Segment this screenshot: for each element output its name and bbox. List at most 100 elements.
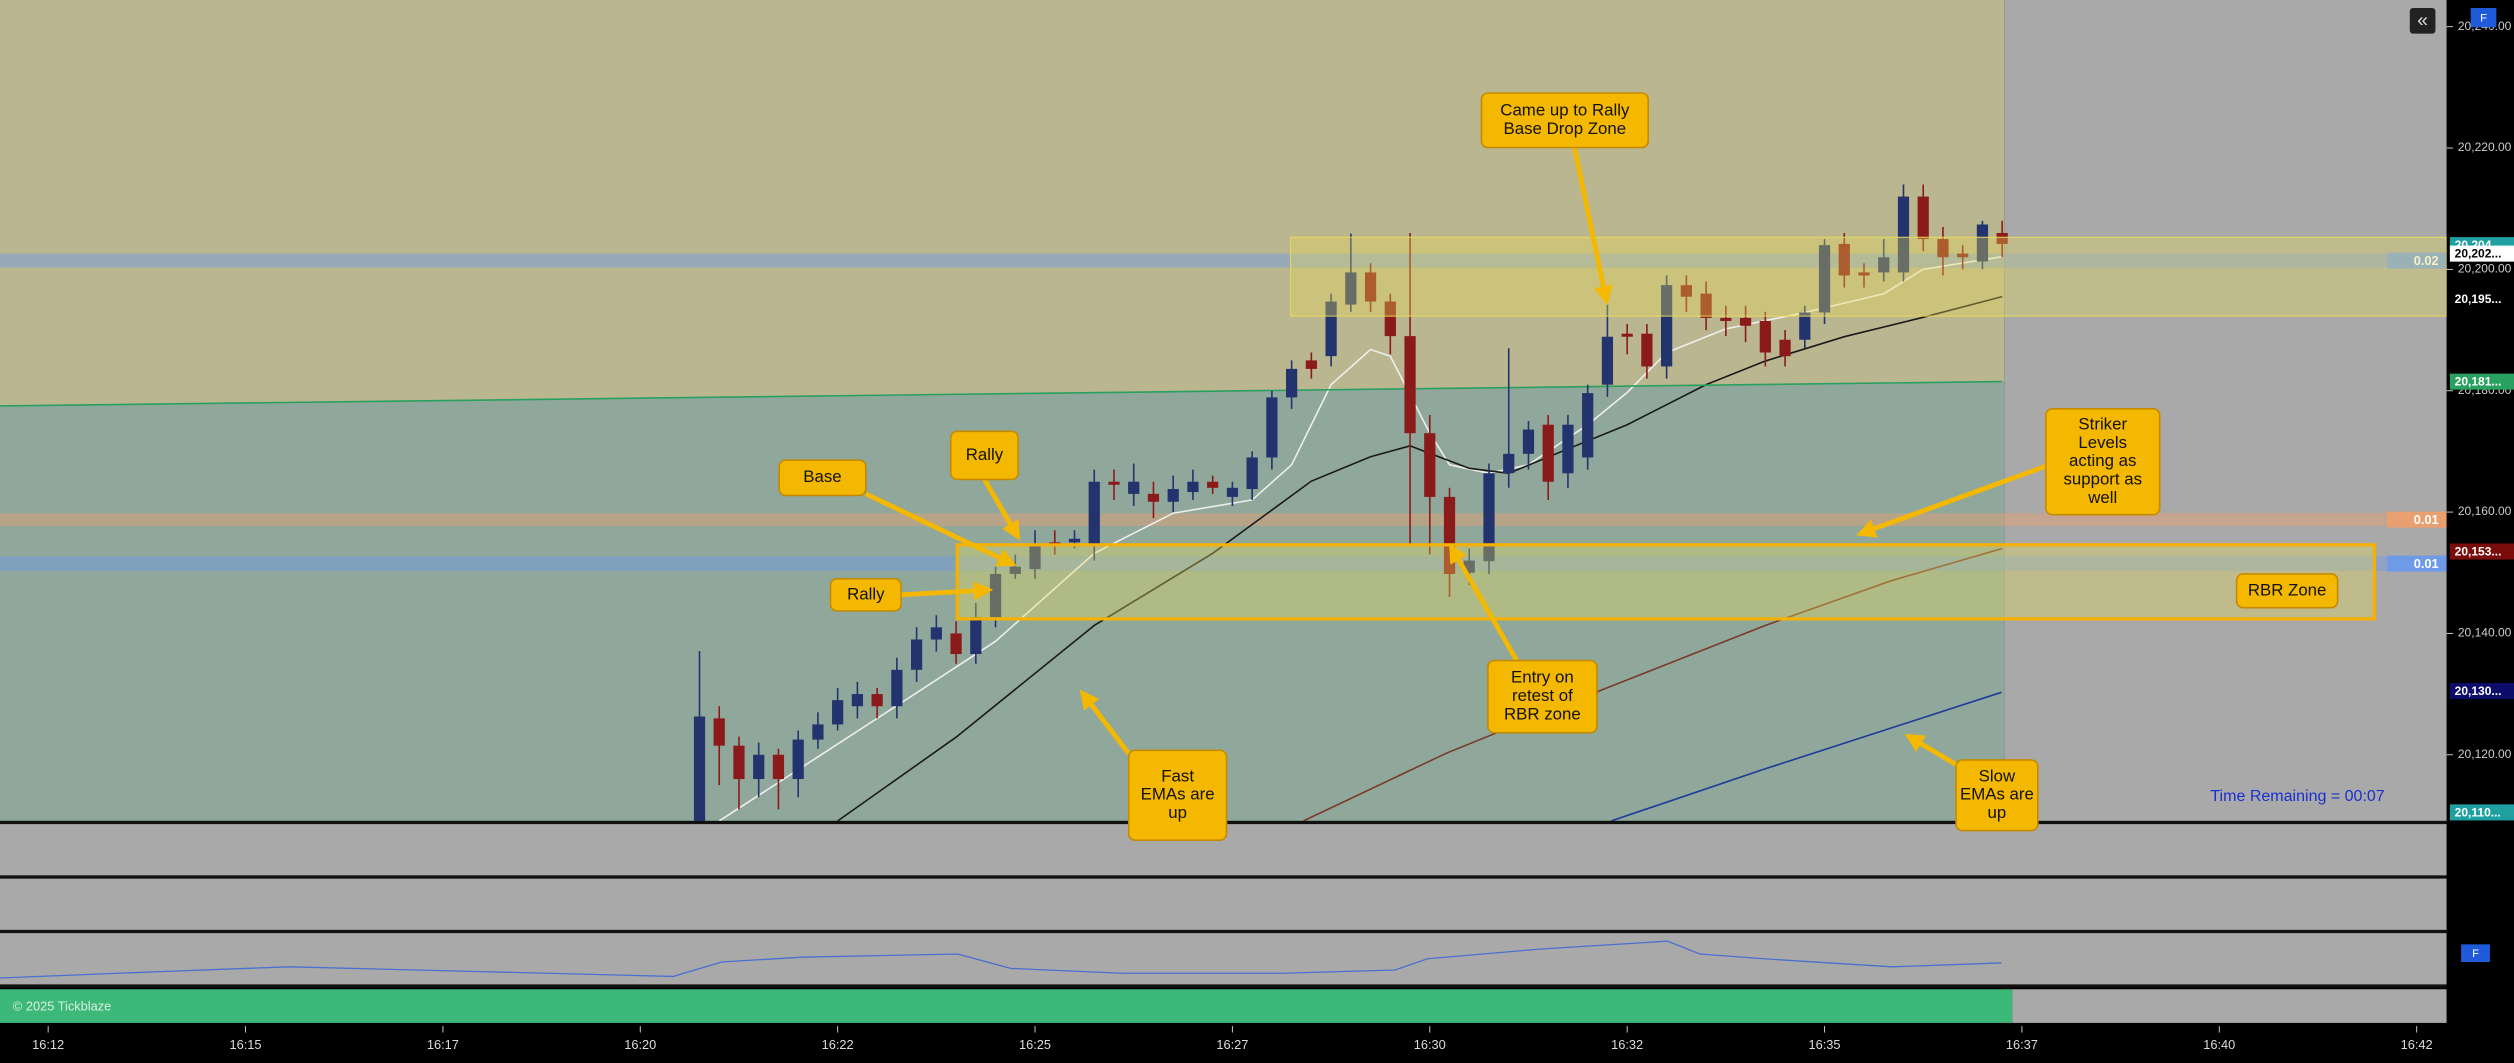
- candle-body: [1976, 224, 1989, 262]
- x-tick-label: 16:17: [427, 1037, 459, 1052]
- level-label: 0.01: [2414, 556, 2439, 571]
- price-tag: [2449, 373, 2514, 390]
- callout-text: acting as: [2069, 451, 2136, 470]
- panel-separator: [0, 875, 2447, 879]
- candle-body: [1108, 481, 1120, 485]
- flag-box: [2470, 8, 2497, 28]
- ema-line: [1611, 691, 2002, 822]
- price-tag: [2449, 543, 2514, 560]
- callout: [2235, 573, 2339, 609]
- x-tick-label: 16:32: [1611, 1037, 1643, 1052]
- candle-body: [989, 573, 1002, 618]
- level-band: [0, 556, 2447, 571]
- price-tag-label: 20,181...: [2455, 375, 2502, 389]
- status-bar-rest: [2012, 989, 2447, 1023]
- candle-body: [1463, 560, 1475, 573]
- candle-body: [970, 617, 982, 655]
- candles: [693, 184, 2008, 821]
- price-tag: [2449, 804, 2514, 821]
- zone: [955, 543, 2377, 621]
- candle-body: [792, 739, 804, 780]
- level-label: 0.01: [2414, 512, 2439, 527]
- callout-text: Levels: [2078, 433, 2127, 452]
- panel: [0, 878, 2447, 930]
- callout-arrow: [864, 491, 1017, 567]
- candle-body: [930, 627, 942, 640]
- flag-text: F: [2472, 948, 2479, 960]
- x-axis-strip: [0, 1026, 2514, 1063]
- candle-body: [1739, 317, 1752, 326]
- level-band: [0, 513, 2447, 527]
- candle-body: [1700, 293, 1712, 318]
- candle-body: [1068, 538, 1081, 543]
- candle-body: [950, 633, 962, 655]
- candle-body: [1404, 336, 1416, 434]
- candle-body: [1996, 232, 2008, 244]
- status-bar: [0, 989, 2013, 1023]
- candle-body: [1167, 489, 1179, 502]
- callout-text: Base Drop Zone: [1504, 119, 1627, 138]
- callout-arrow: [982, 478, 1021, 541]
- callout-text: support as: [2063, 470, 2142, 489]
- candle-body: [1147, 493, 1160, 502]
- candle-body: [1641, 333, 1653, 367]
- callout-text: RBR Zone: [2248, 580, 2327, 599]
- callout-text: retest of: [1512, 686, 1573, 705]
- x-tick-label: 16:25: [1019, 1037, 1051, 1052]
- callout-arrow: [900, 581, 994, 601]
- y-tick-label: 20,160.00: [2458, 504, 2512, 518]
- price-tag-label: 20,110...: [2455, 805, 2501, 819]
- x-tick-label: 16:15: [229, 1037, 261, 1052]
- levels: 0.02 0.01 0.01: [0, 252, 2447, 572]
- candle-body: [1286, 368, 1298, 398]
- candle-body: [1601, 336, 1614, 385]
- y-tick-label: 20,220.00: [2458, 140, 2512, 154]
- price-tag-label: 20,130...: [2455, 684, 2502, 698]
- x-tick-label: 16:30: [1414, 1037, 1446, 1052]
- candle-body: [1483, 473, 1495, 562]
- callout-arrow: [1856, 462, 2050, 538]
- candle-body: [1582, 393, 1594, 458]
- callout-text: Fast: [1161, 766, 1194, 785]
- callout-text: Came up to Rally: [1500, 100, 1630, 119]
- callout: [778, 459, 867, 497]
- indicator-panel: [0, 933, 2447, 985]
- candle-body: [693, 716, 706, 821]
- candle-body: [733, 745, 745, 780]
- candle-body: [1207, 481, 1219, 488]
- candle-body: [772, 754, 785, 780]
- candle-body: [1818, 245, 1831, 313]
- callout-arrow: [1904, 733, 1961, 769]
- x-tick-label: 16:37: [2006, 1037, 2038, 1052]
- x-tick-label: 16:42: [2401, 1037, 2433, 1052]
- candle-body: [1384, 301, 1396, 337]
- candle-body: [1897, 196, 1910, 273]
- callout: [1127, 749, 1228, 841]
- x-tick-label: 16:20: [624, 1037, 656, 1052]
- candle-body: [1562, 424, 1574, 474]
- collapse-button[interactable]: [2409, 8, 2436, 34]
- indicator-line: [0, 940, 2002, 979]
- candle-body: [1799, 312, 1811, 340]
- callout: [949, 430, 1019, 481]
- candle-body: [1364, 272, 1377, 302]
- candle-body: [1009, 566, 1021, 574]
- callout-arrow: [1448, 543, 1519, 662]
- callout-text: Striker: [2078, 414, 2127, 433]
- candle-body: [871, 694, 883, 707]
- candle-body: [1246, 457, 1258, 490]
- y-tick-label: 20,200.00: [2458, 262, 2512, 276]
- candle-body: [1345, 272, 1357, 305]
- candle-body: [1226, 487, 1239, 497]
- callout-arrow: [1079, 689, 1131, 756]
- level-tag: [2387, 511, 2447, 528]
- candle-body: [812, 724, 824, 740]
- candle-body: [713, 718, 725, 746]
- candle-body: [1878, 257, 1890, 273]
- candle-body: [1542, 424, 1554, 482]
- flag-text: F: [2480, 12, 2487, 24]
- panel-separator: [0, 929, 2447, 934]
